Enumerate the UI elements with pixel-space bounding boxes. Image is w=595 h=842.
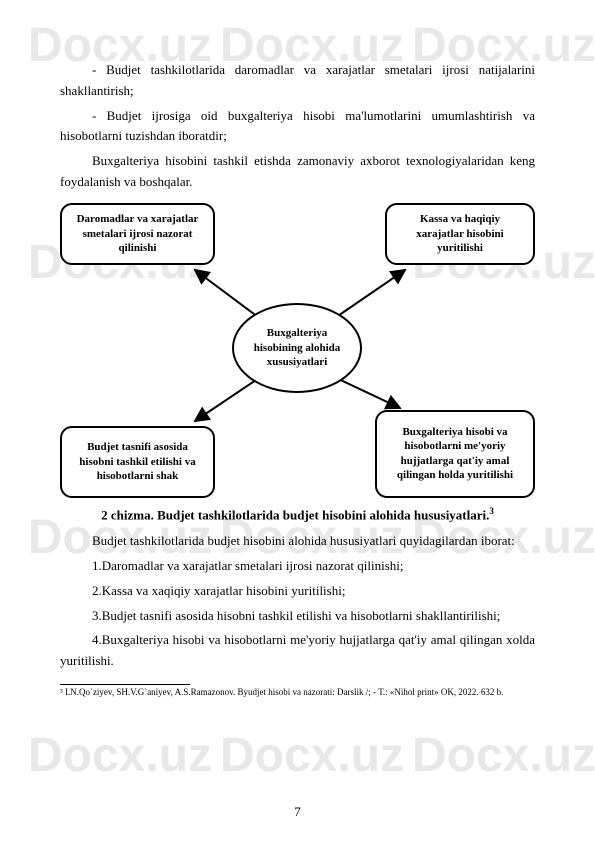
caption-ref: 3 <box>489 506 494 516</box>
list-item-1: 1.Daromadlar va xarajatlar smetalari ijr… <box>60 556 535 577</box>
list-item-3: 3.Budjet tasnifi asosida hisobni tashkil… <box>60 606 535 627</box>
diagram-node-center: Buxgalteriya hisobining alohida xususiya… <box>232 303 362 393</box>
page-number: 7 <box>0 804 595 820</box>
concept-diagram: Daromadlar va xarajatlar smetalari ijros… <box>60 203 535 498</box>
diagram-node-bottom-right: Buxgalteriya hisobi va hisobotlarni me'y… <box>375 410 535 498</box>
watermark: Docx.uz <box>220 728 404 783</box>
list-item-2: 2.Kassa va xaqiqiy xarajatlar hisobini y… <box>60 581 535 602</box>
watermark: Docx.uz <box>28 728 212 783</box>
paragraph-1: - Budjet tashkilotlarida daromadlar va x… <box>60 60 535 102</box>
footnote-separator <box>60 684 190 685</box>
body-intro: Budjet tashkilotlarida budjet hisobini a… <box>60 531 535 552</box>
list-item-4: 4.Buxgalteriya hisobi va hisobotlarni me… <box>60 630 535 672</box>
watermark: Docx.uz <box>412 728 595 783</box>
paragraph-3: Buxgalteriya hisobini tashkil etishda za… <box>60 151 535 193</box>
diagram-node-top-left: Daromadlar va xarajatlar smetalari ijros… <box>60 203 215 265</box>
diagram-node-bottom-left: Budjet tasnifi asosida hisobni tashkil e… <box>60 426 215 498</box>
page-content: - Budjet tashkilotlarida daromadlar va x… <box>0 0 595 729</box>
diagram-node-top-right: Kassa va haqiqiy xarajatlar hisobini yur… <box>385 203 535 265</box>
caption-text: 2 chizma. Budjet tashkilotlarida budjet … <box>101 507 489 522</box>
paragraph-2: - Budjet ijrosiga oid buxgalteriya hisob… <box>60 106 535 148</box>
diagram-caption: 2 chizma. Budjet tashkilotlarida budjet … <box>60 506 535 523</box>
footnote-text: ³ I.N.Qo`ziyev, SH.V.G`aniyev, A.S.Ramaz… <box>60 687 535 699</box>
